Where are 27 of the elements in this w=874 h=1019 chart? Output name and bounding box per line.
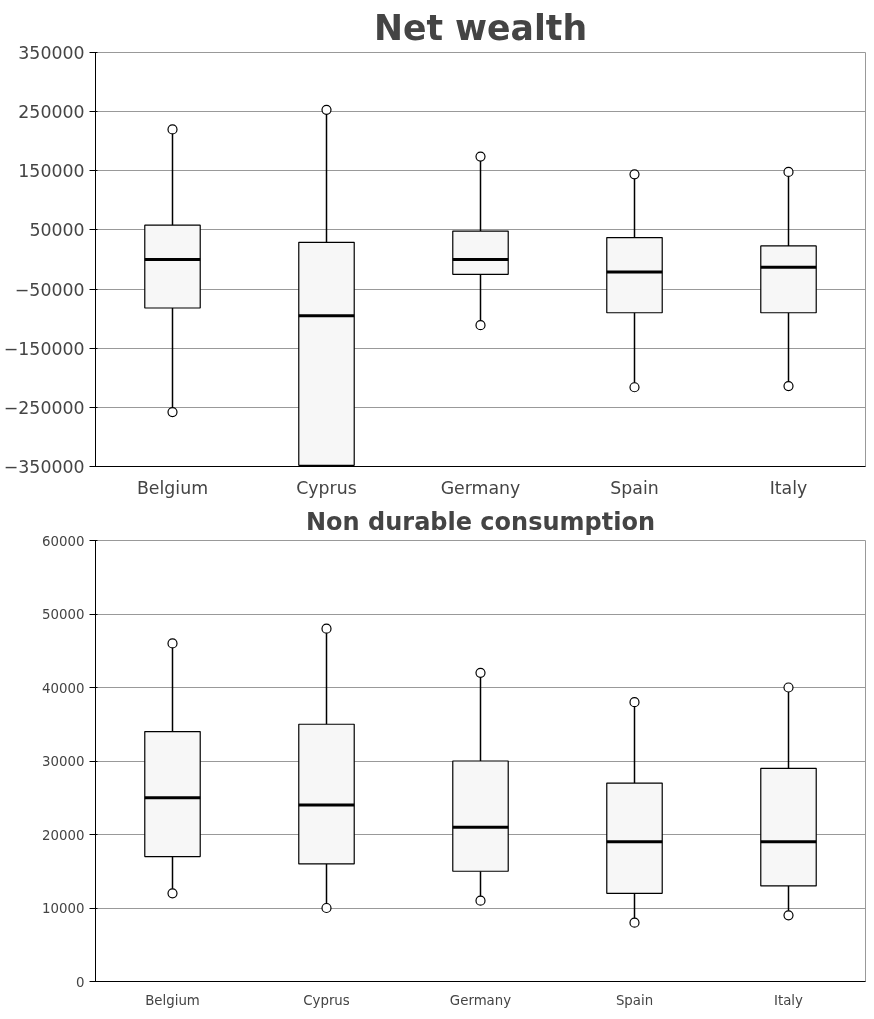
y-tick-label: 20000 [42,827,85,843]
x-tick-label: Spain [610,477,659,498]
y-tick-label: 30000 [42,754,85,769]
x-tick-label: Italy [774,992,804,1008]
x-tick-label: Italy [769,477,808,498]
y-tick-label: −250000 [3,397,85,418]
y-tick-label: −50000 [14,279,85,300]
x-tick-label: Germany [440,477,521,498]
y-tick-label: 50000 [42,607,85,622]
y-tick-label: 350000 [18,43,85,63]
y-tick-label: −350000 [3,457,85,477]
x-tick-label: Germany [449,992,512,1008]
x-tick-label: Belgium [136,477,209,498]
y-tick-label: 40000 [42,680,85,696]
chart-title: Non durable consumption [306,507,655,536]
chart-title: Net wealth [373,7,588,48]
y-tick-label: 60000 [42,533,85,549]
y-tick-label: −150000 [3,338,85,359]
x-tick-label: Cyprus [296,477,357,498]
x-tick-label: Cyprus [303,992,350,1008]
x-tick-label: Spain [615,992,654,1008]
y-tick-label: 10000 [42,901,85,916]
x-tick-label: Belgium [145,992,200,1008]
y-tick-label: 0 [76,974,85,990]
y-tick-label: 50000 [29,220,85,241]
y-tick-label: 250000 [18,102,85,123]
y-tick-label: 150000 [18,161,85,182]
